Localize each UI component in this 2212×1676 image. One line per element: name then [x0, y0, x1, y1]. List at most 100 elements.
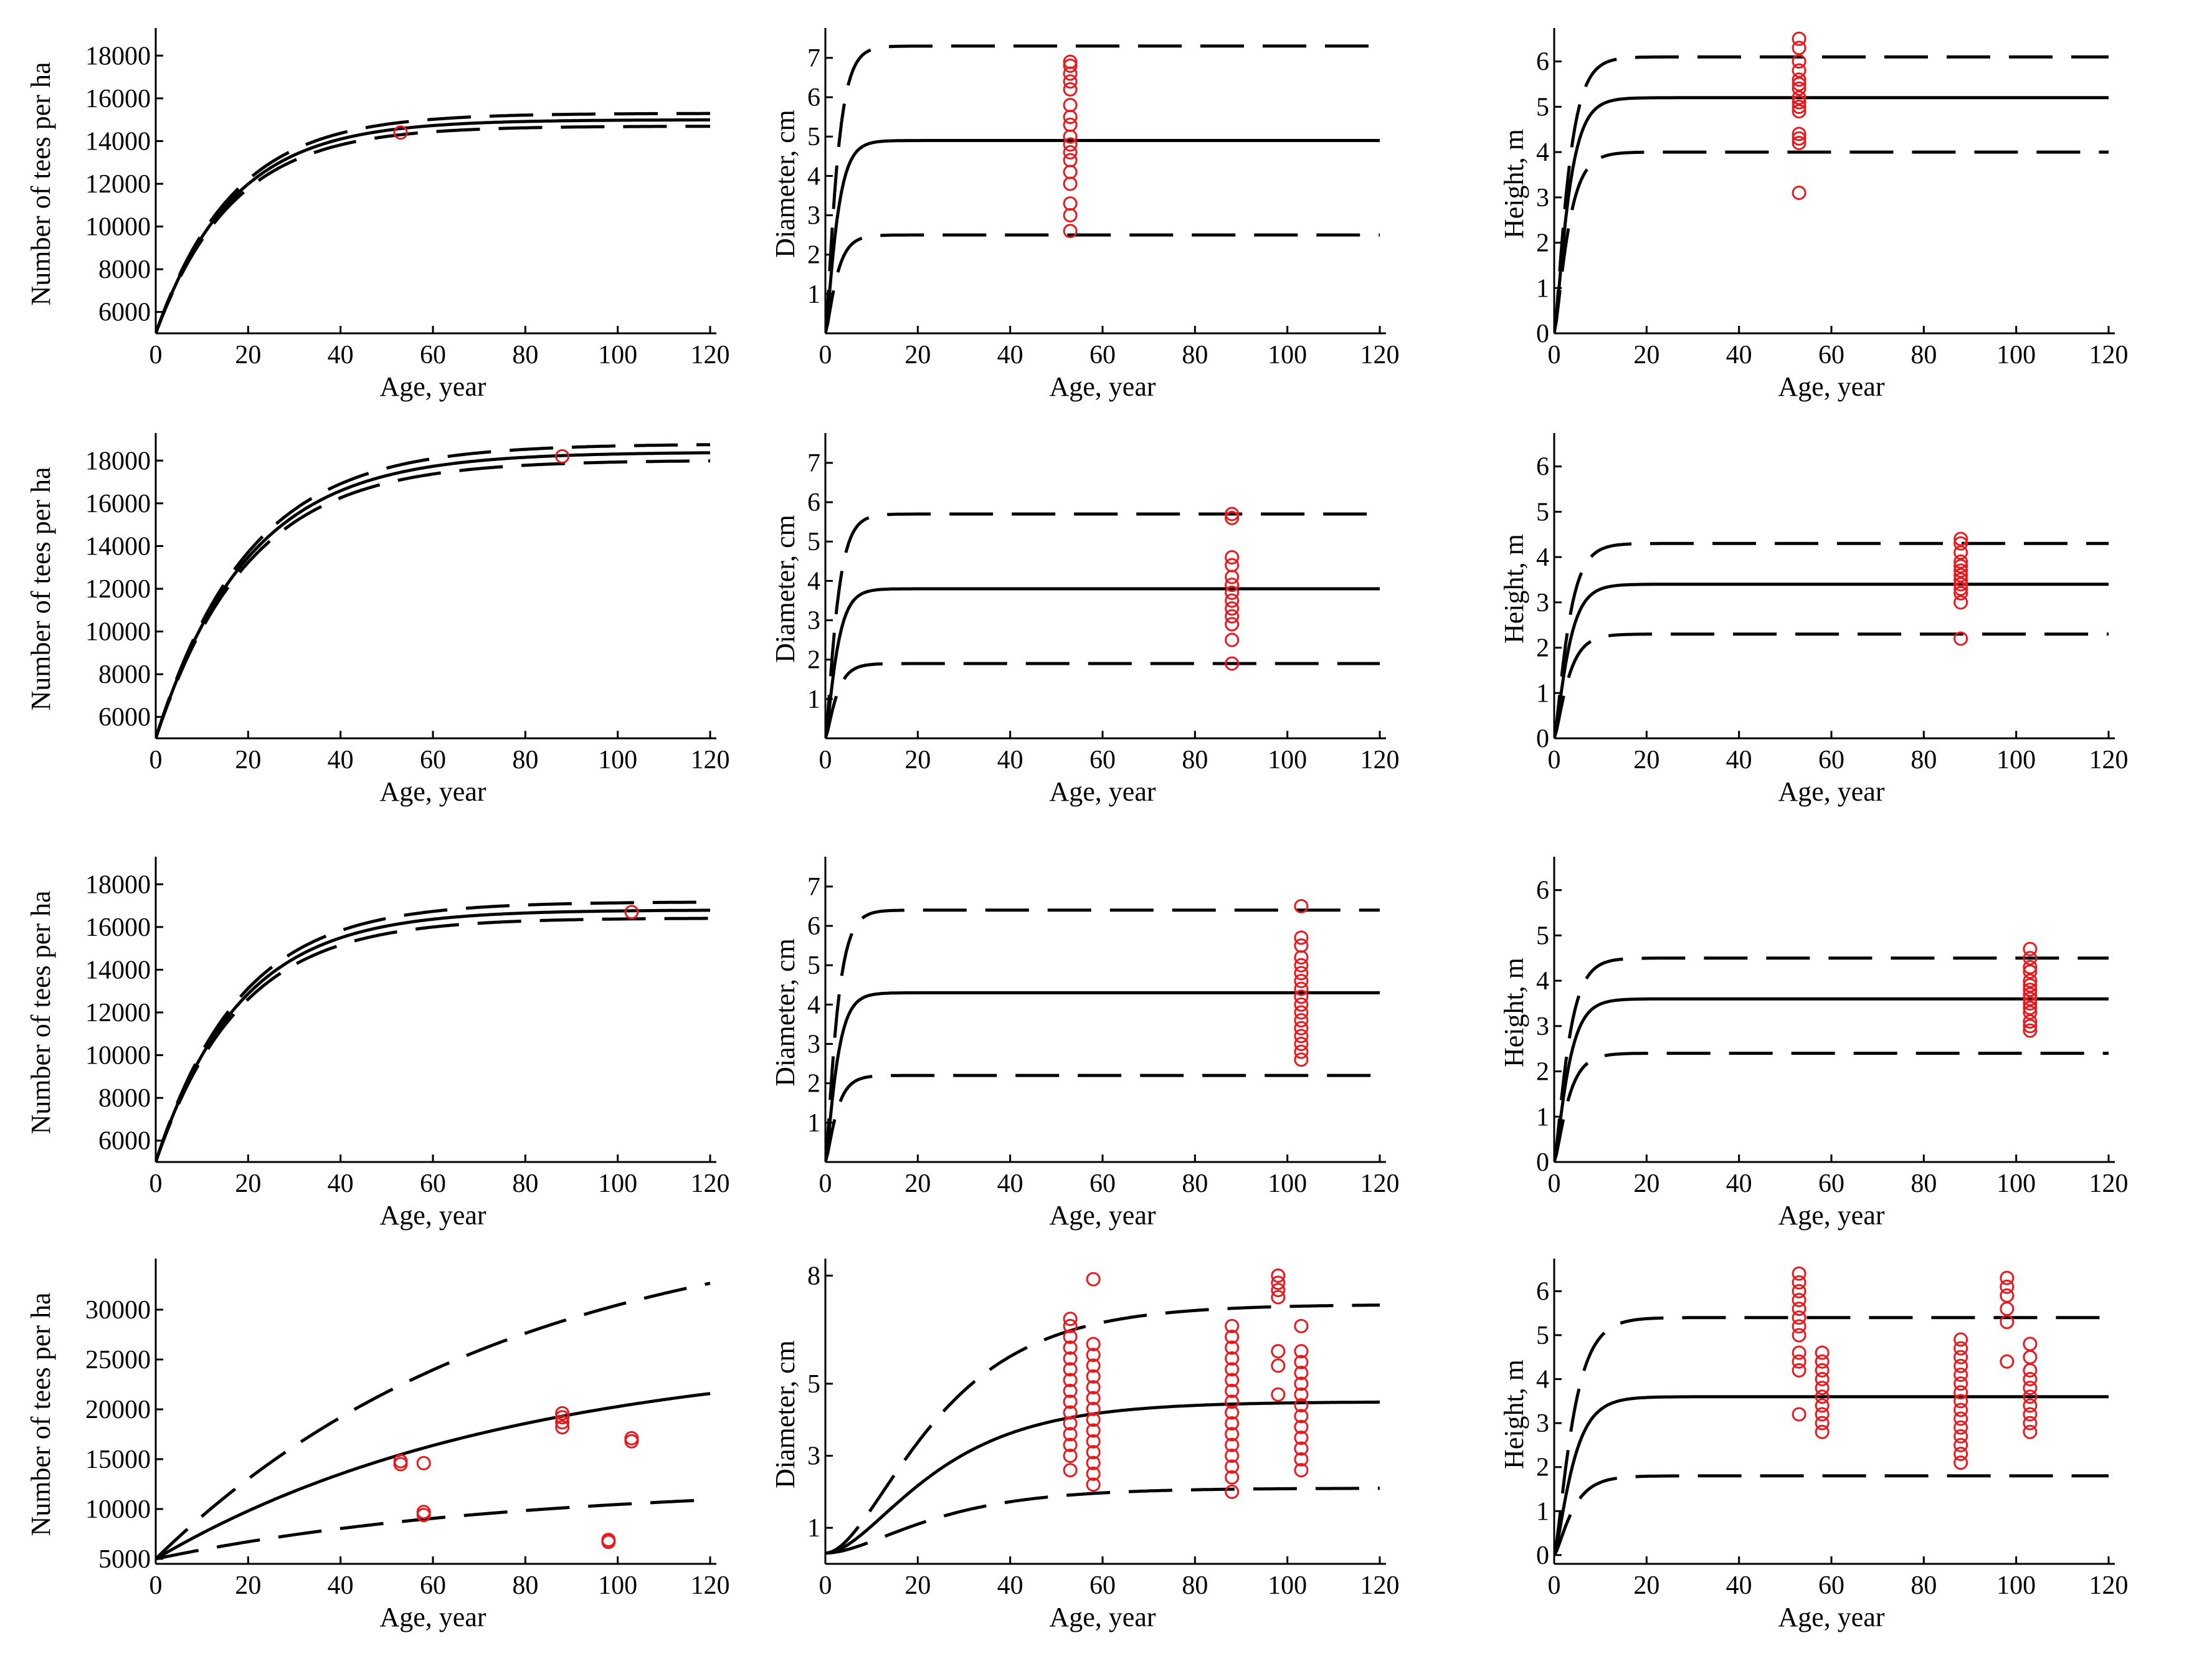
- observed-point: [1271, 1275, 1286, 1290]
- lower-bound-curve: [1554, 1474, 2109, 1556]
- observed-point: [1953, 536, 1968, 551]
- observed-point: [1063, 1449, 1078, 1464]
- observed-point: [1792, 126, 1806, 141]
- observed-point: [1063, 224, 1078, 239]
- y-tick-label: 14000: [85, 127, 151, 156]
- y-tick-label: 6000: [98, 703, 151, 732]
- x-axis-label: Age, year: [1778, 371, 1884, 402]
- observed-point: [1225, 1362, 1240, 1377]
- observed-point: [1225, 617, 1240, 632]
- observed-point: [416, 1455, 431, 1470]
- observed-point: [1225, 1484, 1240, 1499]
- x-tick-label: 0: [1548, 1571, 1561, 1600]
- observed-point: [2023, 959, 2038, 974]
- observed-point: [555, 1415, 570, 1430]
- x-tick-label: 120: [2089, 746, 2129, 774]
- y-axis-label: Height, m: [1499, 1359, 1529, 1469]
- y-axis-label: Height, m: [1499, 534, 1529, 644]
- observed-point: [1953, 1411, 1968, 1426]
- x-tick-label: 20: [1633, 746, 1659, 774]
- panel-p2-2: 0 20 40 60 80 100 120 1 2 3 4 5 6 7 Age, year Diameter,…: [770, 433, 1400, 807]
- panel-p1-1: 0 20 40 60 80 100 120 6000 8000 10000 12000 14000 16…: [26, 28, 730, 402]
- panel-p2-1: 0 20 40 60 80 100 120 6000 8000 10000 12000 14000 16…: [26, 433, 730, 807]
- x-tick-label: 100: [598, 746, 637, 774]
- panel-p4-2: 0 20 40 60 80 100 120 1 3 5 8 Age, year Diameter, cm: [770, 1259, 1400, 1632]
- y-tick-label: 10000: [85, 213, 151, 242]
- y-tick-label: 4: [807, 991, 820, 1019]
- x-tick-label: 100: [598, 341, 637, 369]
- observed-point: [1225, 558, 1240, 573]
- observed-point: [1792, 1283, 1806, 1298]
- y-tick-label: 1: [807, 1514, 820, 1543]
- y-tick-label: 5: [1536, 921, 1549, 950]
- observed-point: [1063, 1405, 1078, 1420]
- x-tick-label: 60: [420, 1571, 446, 1600]
- observed-point: [555, 1410, 570, 1425]
- observed-point: [1294, 1463, 1309, 1478]
- observed-point: [1086, 1380, 1101, 1395]
- y-tick-label: 20000: [85, 1396, 151, 1424]
- observed-point: [2023, 1389, 2038, 1404]
- x-tick-label: 80: [1182, 341, 1208, 369]
- x-tick-label: 20: [904, 1571, 931, 1600]
- x-tick-label: 0: [1548, 341, 1561, 369]
- y-tick-label: 5: [1536, 1321, 1549, 1350]
- y-tick-label: 5: [1536, 93, 1549, 121]
- y-tick-label: 5000: [98, 1545, 151, 1574]
- observed-point: [1792, 1407, 1806, 1422]
- x-tick-label: 0: [150, 1571, 163, 1600]
- x-tick-label: 0: [819, 341, 832, 369]
- x-tick-label: 60: [1818, 746, 1844, 774]
- x-tick-label: 20: [904, 1169, 931, 1198]
- y-tick-label: 4: [807, 162, 820, 191]
- lower-bound-curve: [1554, 1052, 2109, 1162]
- observed-point: [1294, 958, 1309, 973]
- observed-point: [1953, 1394, 1968, 1409]
- observed-point: [1225, 1470, 1240, 1485]
- y-tick-label: 2: [1536, 1058, 1549, 1087]
- observed-point: [1063, 1312, 1078, 1326]
- x-tick-label: 20: [235, 1571, 261, 1600]
- observed-point: [1294, 950, 1309, 965]
- lower-bound-curve: [1554, 632, 2109, 738]
- x-tick-label: 0: [819, 1169, 832, 1198]
- observed-point: [2023, 941, 2038, 956]
- observed-point: [1271, 1387, 1286, 1402]
- x-axis-label: Age, year: [1049, 1602, 1156, 1632]
- panel-p3-2: 0 20 40 60 80 100 120 1 2 3 4 5 6 7 Age, year Diameter,…: [770, 857, 1400, 1231]
- observed-point: [1953, 1376, 1968, 1391]
- x-axis-label: Age, year: [1049, 776, 1156, 807]
- observed-point: [1294, 938, 1309, 953]
- y-tick-label: 12000: [85, 575, 151, 604]
- observed-point: [1063, 129, 1078, 144]
- observed-point: [1953, 1341, 1968, 1356]
- observed-point: [1294, 1013, 1309, 1028]
- observed-point: [1294, 1052, 1309, 1067]
- y-tick-label: 18000: [85, 447, 151, 475]
- lower-bound-curve: [825, 233, 1380, 333]
- y-tick-label: 3: [807, 607, 820, 636]
- y-tick-label: 5: [807, 1370, 820, 1399]
- observed-point: [2000, 1279, 2015, 1294]
- observed-point: [624, 1431, 639, 1445]
- observed-point: [1086, 1466, 1101, 1481]
- observed-point: [1953, 631, 1968, 646]
- x-tick-label: 20: [904, 746, 931, 774]
- observed-point: [555, 1420, 570, 1435]
- observed-point: [2023, 1416, 2038, 1431]
- observed-point: [1063, 1394, 1078, 1409]
- x-tick-label: 20: [235, 746, 261, 774]
- x-tick-label: 60: [1089, 1571, 1116, 1600]
- y-tick-label: 3: [807, 1031, 820, 1059]
- observed-point: [1815, 1381, 1830, 1396]
- x-tick-label: 80: [1182, 1169, 1208, 1198]
- lower-bound-curve: [1554, 150, 2109, 333]
- observed-point: [1294, 973, 1309, 988]
- observed-point: [1225, 507, 1240, 521]
- observed-point: [1792, 136, 1806, 151]
- x-axis-label: Age, year: [1778, 1602, 1884, 1632]
- panel-p4-1: 0 20 40 60 80 100 120 5000 10000 15000 20000 25000 3…: [26, 1259, 730, 1632]
- observed-point: [2023, 991, 2038, 1006]
- observed-point: [1815, 1372, 1830, 1387]
- mean-curve: [825, 139, 1380, 333]
